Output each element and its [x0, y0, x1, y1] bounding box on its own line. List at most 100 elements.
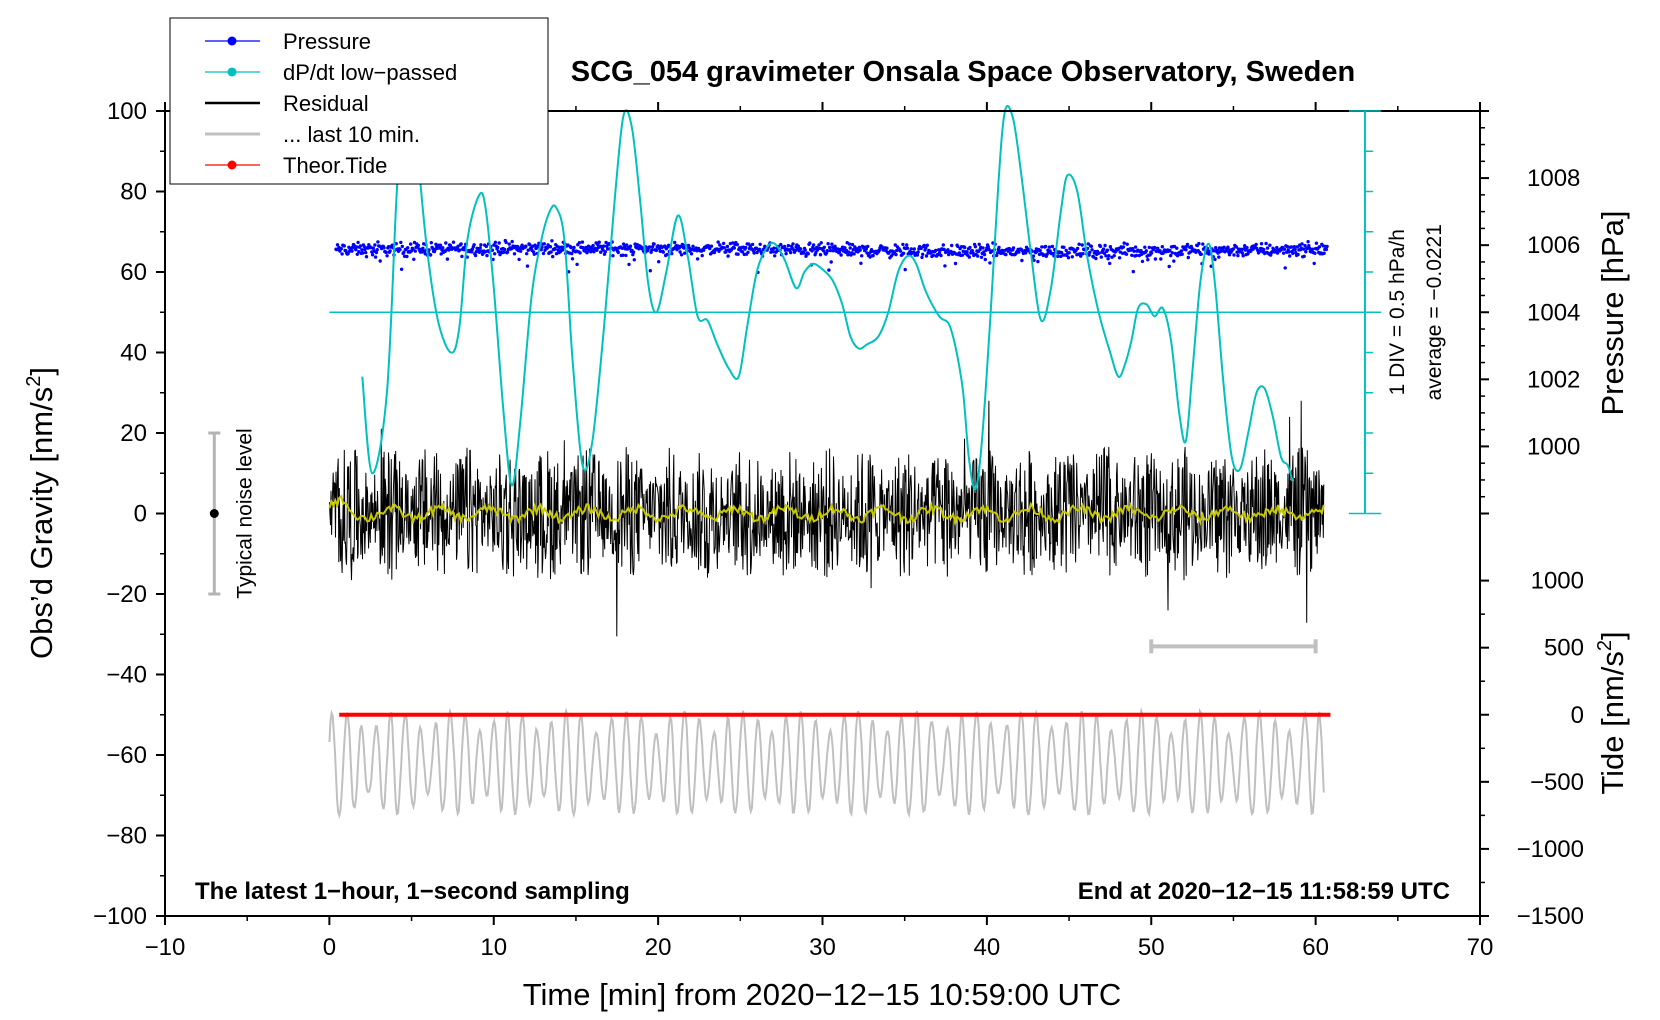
pressure-point	[451, 240, 456, 244]
pressure-point	[528, 243, 532, 247]
pressure-tick-label: 1008	[1527, 165, 1580, 192]
pressure-point	[925, 243, 929, 247]
pressure-point	[726, 254, 730, 258]
pressure-point	[1143, 245, 1147, 249]
pressure-point	[1312, 261, 1316, 266]
pressure-point	[919, 246, 923, 251]
pressure-point	[721, 241, 726, 246]
pressure-point	[441, 246, 445, 250]
pressure-point	[657, 260, 661, 264]
pressure-point	[678, 250, 682, 254]
bottom-right-note: End at 2020−12−15 11:58:59 UTC	[1078, 878, 1450, 905]
pressure-point	[1112, 254, 1116, 258]
pressure-point	[1292, 245, 1297, 249]
pressure-point	[689, 252, 694, 256]
pressure-point	[490, 248, 495, 252]
pressure-point	[1086, 242, 1091, 246]
pressure-point	[525, 264, 530, 268]
pressure-point	[1222, 245, 1226, 249]
pressure-point	[1075, 246, 1080, 251]
pressure-point	[847, 250, 851, 254]
pressure-point	[504, 240, 508, 245]
pressure-point	[1147, 245, 1152, 250]
y-tick-label: 60	[120, 259, 147, 286]
pressure-point	[376, 240, 380, 244]
series-residual-smoothed	[328, 494, 1325, 527]
pressure-point	[398, 247, 402, 252]
pressure-point	[1258, 249, 1262, 253]
pressure-point	[983, 257, 987, 262]
pressure-point	[1275, 251, 1280, 255]
pressure-point	[533, 243, 537, 247]
pressure-point	[732, 246, 736, 250]
pressure-point	[1064, 248, 1068, 253]
pressure-point	[1106, 257, 1110, 261]
pressure-point	[846, 253, 850, 257]
pressure-point	[599, 250, 603, 254]
pressure-point	[1160, 245, 1165, 249]
pressure-point	[382, 246, 386, 250]
pressure-point	[1050, 244, 1055, 249]
pressure-point	[560, 248, 565, 252]
chart-title: SCG_054 gravimeter Onsala Space Observat…	[571, 56, 1355, 88]
bottom-left-note: The latest 1−hour, 1−second sampling	[195, 878, 630, 905]
pressure-point	[1243, 244, 1247, 248]
pressure-point	[871, 253, 875, 258]
pressure-point	[1146, 258, 1150, 262]
pressure-point	[859, 261, 863, 265]
pressure-point	[782, 244, 787, 249]
pressure-point	[1102, 251, 1107, 255]
pressure-point	[400, 244, 404, 249]
pressure-point	[663, 244, 667, 248]
x-tick-label: −10	[145, 934, 186, 961]
pressure-point	[370, 253, 375, 257]
pressure-point	[718, 243, 722, 247]
scale-bar-label: 1 DIV = 0.5 hPa/h	[1386, 229, 1409, 395]
x-tick-label: 10	[480, 934, 507, 961]
pressure-point	[1287, 250, 1291, 254]
pressure-point	[1325, 244, 1329, 249]
x-tick-label: 60	[1302, 934, 1329, 961]
pressure-point	[1066, 256, 1071, 260]
pressure-point	[837, 250, 842, 254]
pressure-point	[515, 244, 520, 249]
pressure-point	[493, 252, 497, 256]
pressure-point	[1227, 253, 1232, 257]
pressure-point	[517, 257, 521, 262]
y-tick-label: 100	[107, 98, 147, 125]
dpdt-curve	[361, 82, 1294, 491]
pressure-point	[960, 253, 965, 257]
pressure-point	[961, 249, 965, 253]
pressure-point	[399, 240, 403, 245]
tide-tick-label: −1500	[1517, 903, 1584, 930]
pressure-point	[1304, 250, 1308, 254]
pressure-point	[1105, 248, 1110, 252]
pressure-point	[1144, 249, 1149, 253]
pressure-point	[702, 248, 706, 252]
pressure-point	[1265, 246, 1270, 250]
x-tick-label: 50	[1138, 934, 1165, 961]
pressure-point	[1306, 240, 1310, 244]
pressure-point	[548, 245, 553, 249]
pressure-point	[819, 241, 823, 245]
pressure-point	[1139, 249, 1143, 253]
tide-tick-label: −500	[1530, 769, 1584, 796]
pressure-point	[912, 247, 916, 251]
pressure-point	[551, 254, 555, 259]
pressure-point	[758, 242, 762, 246]
pressure-tick-label: 1006	[1527, 232, 1580, 259]
pressure-point	[950, 243, 954, 248]
pressure-point	[621, 253, 625, 257]
pressure-point	[903, 267, 907, 272]
pressure-point	[1103, 243, 1107, 248]
x-tick-label: 40	[974, 934, 1001, 961]
pressure-point	[1199, 252, 1203, 256]
pressure-point	[570, 251, 574, 256]
pressure-point	[946, 248, 950, 252]
pressure-point	[411, 247, 415, 251]
pressure-point	[1310, 247, 1315, 251]
pressure-point	[602, 244, 606, 248]
pressure-point	[666, 243, 671, 247]
pressure-point	[1098, 244, 1103, 249]
